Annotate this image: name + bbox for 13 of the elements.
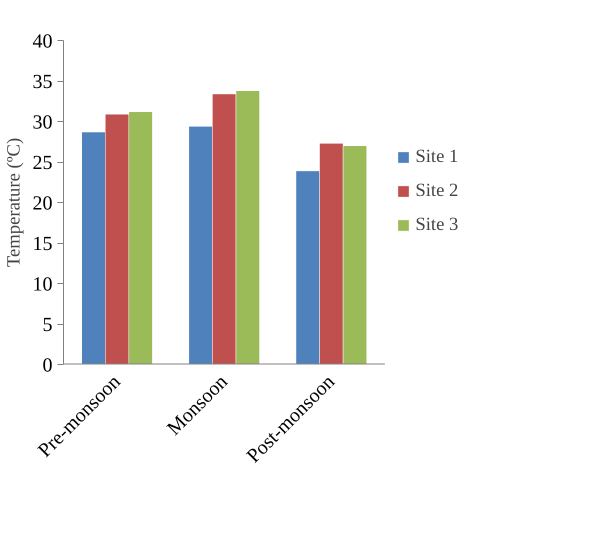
legend-label: Site 1 (415, 146, 458, 168)
y-tick-label: 20 (32, 192, 52, 214)
y-tick-label: 35 (32, 71, 52, 93)
y-axis-title: Temperature (ºC) (4, 138, 24, 268)
y-tick-label: 15 (32, 233, 52, 255)
legend-label: Site 2 (415, 180, 458, 202)
y-tick-label: 25 (32, 152, 52, 174)
y-tick-label: 40 (32, 30, 52, 52)
y-tick-label: 10 (32, 274, 52, 296)
y-tick-label: 0 (42, 354, 52, 376)
legend-label: Site 3 (415, 214, 458, 236)
y-tick-label: 30 (32, 112, 52, 134)
y-tick-label: 5 (42, 314, 52, 336)
